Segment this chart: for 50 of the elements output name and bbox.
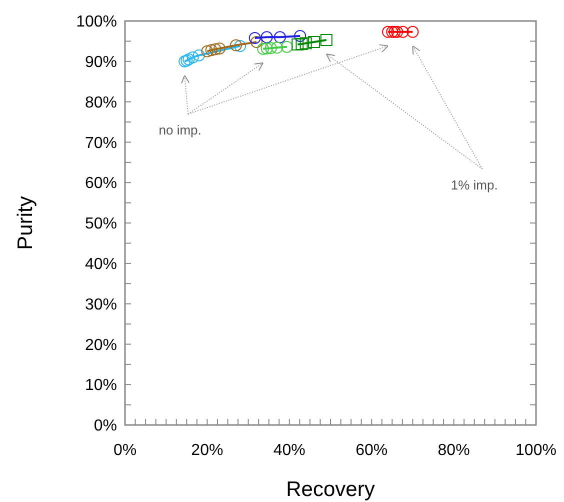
point bbox=[234, 40, 246, 52]
point bbox=[308, 36, 320, 48]
point bbox=[280, 40, 293, 53]
annotation: 1% imp. bbox=[450, 178, 498, 193]
y-axis-title: Purity bbox=[14, 196, 37, 250]
point bbox=[260, 42, 273, 54]
point bbox=[209, 43, 222, 56]
point bbox=[230, 39, 242, 52]
point bbox=[274, 31, 286, 44]
y-tick-label: 90% bbox=[84, 54, 117, 71]
point bbox=[292, 38, 304, 50]
point bbox=[250, 36, 263, 48]
point bbox=[320, 34, 332, 46]
y-tick-label: 40% bbox=[84, 256, 117, 273]
point bbox=[192, 49, 205, 62]
x-tick-label: 100% bbox=[516, 442, 556, 459]
y-tick-label: 0% bbox=[94, 418, 117, 435]
point bbox=[296, 38, 308, 50]
point bbox=[382, 26, 394, 38]
y-tick-label: 20% bbox=[84, 336, 117, 354]
y-tick-label: 70% bbox=[84, 134, 117, 152]
y-tick-label: 80% bbox=[84, 94, 117, 112]
point bbox=[186, 51, 199, 64]
x-tick-label: 80% bbox=[438, 442, 470, 459]
x-axis-title: Recovery bbox=[286, 478, 376, 501]
x-tick-label: 20% bbox=[191, 442, 224, 459]
point bbox=[205, 44, 218, 56]
y-tick-label: 10% bbox=[84, 377, 117, 394]
x-tick-label: 40% bbox=[273, 442, 306, 459]
y-tick-label: 50% bbox=[84, 216, 117, 233]
point bbox=[300, 37, 312, 50]
point bbox=[391, 26, 404, 38]
point bbox=[396, 26, 409, 38]
y-tick-label: 60% bbox=[84, 175, 117, 192]
point bbox=[294, 30, 306, 42]
point bbox=[388, 26, 401, 38]
annotation: no imp. bbox=[158, 122, 202, 138]
point bbox=[260, 31, 273, 44]
point bbox=[386, 26, 398, 38]
y-tick-label: 30% bbox=[84, 296, 117, 314]
point bbox=[248, 32, 261, 44]
point bbox=[201, 45, 214, 58]
point bbox=[271, 42, 284, 54]
y-tick-label: 100% bbox=[76, 14, 117, 31]
x-tick-label: 60% bbox=[356, 442, 388, 459]
point bbox=[406, 26, 419, 38]
point bbox=[214, 42, 226, 54]
point bbox=[257, 42, 270, 55]
x-tick-label: 0% bbox=[113, 442, 137, 459]
point bbox=[264, 42, 277, 54]
